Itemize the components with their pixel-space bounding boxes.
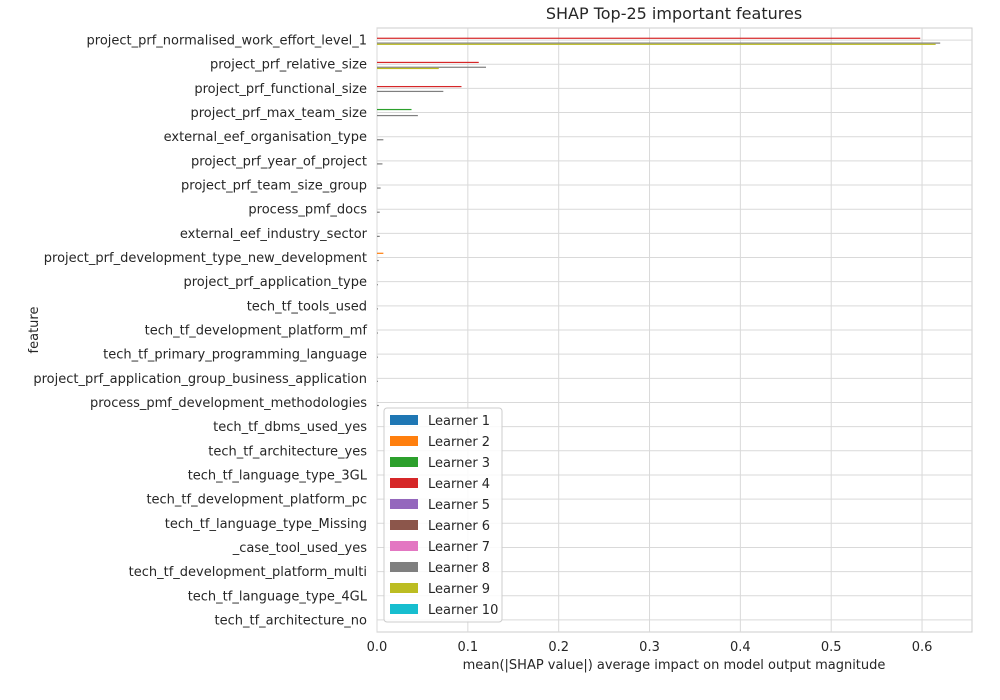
legend-swatch <box>390 415 418 425</box>
x-tick-label: 0.4 <box>730 640 751 655</box>
y-tick-label: _case_tool_used_yes <box>232 541 367 556</box>
y-tick-label: tech_tf_language_type_3GL <box>188 468 368 483</box>
y-tick-label: project_prf_max_team_size <box>190 106 367 121</box>
bar <box>377 114 418 117</box>
x-axis-label: mean(|SHAP value|) average impact on mod… <box>463 658 886 673</box>
bar <box>377 252 384 254</box>
legend-swatch <box>390 520 418 530</box>
x-tick-label: 0.2 <box>548 640 569 655</box>
bar <box>377 284 378 286</box>
bar <box>377 380 378 382</box>
y-tick-label: project_prf_normalised_work_effort_level… <box>87 34 367 49</box>
bar <box>377 308 378 310</box>
legend-label: Learner 5 <box>428 498 490 513</box>
legend-swatch <box>390 604 418 614</box>
y-tick-label: tech_tf_tools_used <box>247 299 367 314</box>
legend-swatch <box>390 478 418 488</box>
y-tick-label: tech_tf_language_type_Missing <box>165 517 367 532</box>
bar <box>377 332 378 334</box>
y-axis-label: feature <box>27 307 42 354</box>
chart-title: SHAP Top-25 important features <box>546 4 802 23</box>
bar <box>377 90 444 93</box>
y-tick-label: tech_tf_architecture_yes <box>208 444 367 459</box>
bars-group <box>377 37 941 407</box>
legend-label: Learner 6 <box>428 519 490 534</box>
legend-swatch <box>390 436 418 446</box>
x-tick-label: 0.1 <box>457 640 478 655</box>
y-tick-label: project_prf_application_type <box>183 275 367 290</box>
bar <box>377 187 381 189</box>
bar <box>377 61 479 64</box>
bar <box>377 356 378 358</box>
y-tick-label: tech_tf_primary_programming_language <box>103 348 367 363</box>
y-tick-label: external_eef_organisation_type <box>164 130 367 145</box>
y-tick-label: process_pmf_development_methodologies <box>90 396 367 411</box>
legend-swatch <box>390 562 418 572</box>
y-tick-label: project_prf_team_size_group <box>181 179 367 194</box>
legend-swatch <box>390 583 418 593</box>
x-tick-label: 0.5 <box>821 640 842 655</box>
x-tick-label: 0.6 <box>912 640 933 655</box>
bar <box>377 211 380 213</box>
legend-label: Learner 9 <box>428 582 490 597</box>
y-tick-labels: project_prf_normalised_work_effort_level… <box>33 34 367 629</box>
y-tick-label: tech_tf_architecture_no <box>214 613 367 628</box>
bar <box>377 108 412 111</box>
y-tick-label: project_prf_year_of_project <box>191 154 367 169</box>
y-tick-label: project_prf_functional_size <box>194 82 367 97</box>
legend-label: Learner 2 <box>428 435 490 450</box>
bar <box>377 43 936 45</box>
bar <box>377 85 462 88</box>
legend-label: Learner 1 <box>428 414 490 429</box>
bar <box>377 37 921 39</box>
y-tick-label: tech_tf_language_type_4GL <box>188 589 368 604</box>
legend-label: Learner 7 <box>428 540 490 555</box>
bar <box>377 404 379 407</box>
y-tick-label: project_prf_application_group_business_a… <box>33 372 367 387</box>
x-tick-label: 0.3 <box>639 640 660 655</box>
bar <box>377 139 384 141</box>
bar <box>377 66 487 68</box>
bar <box>377 235 380 237</box>
x-tick-labels: 0.0 0.1 0.2 0.3 0.4 0.5 0.6 <box>367 640 933 655</box>
y-tick-label: tech_tf_dbms_used_yes <box>213 420 367 435</box>
y-tick-label: project_prf_development_type_new_develop… <box>44 251 367 266</box>
x-tick-label: 0.0 <box>367 640 388 655</box>
y-tick-label: process_pmf_docs <box>248 203 367 218</box>
legend-label: Learner 3 <box>428 456 490 471</box>
bar <box>377 163 383 165</box>
y-tick-label: tech_tf_development_platform_mf <box>145 324 368 339</box>
legend-swatch <box>390 541 418 551</box>
y-tick-label: external_eef_industry_sector <box>180 227 368 242</box>
legend-label: Learner 4 <box>428 477 490 492</box>
legend: Learner 1 Learner 2 Learner 3 Learner 4 Lear… <box>383 407 503 623</box>
legend-label: Learner 8 <box>428 561 490 576</box>
bar <box>377 67 439 70</box>
y-tick-label: tech_tf_development_platform_pc <box>146 493 367 508</box>
y-tick-label: project_prf_relative_size <box>210 58 367 73</box>
y-tick-label: tech_tf_development_platform_multi <box>129 565 367 580</box>
bar <box>377 42 941 44</box>
legend-swatch <box>390 499 418 509</box>
legend-swatch <box>390 457 418 467</box>
legend-label: Learner 10 <box>428 603 498 618</box>
bar <box>377 259 379 262</box>
